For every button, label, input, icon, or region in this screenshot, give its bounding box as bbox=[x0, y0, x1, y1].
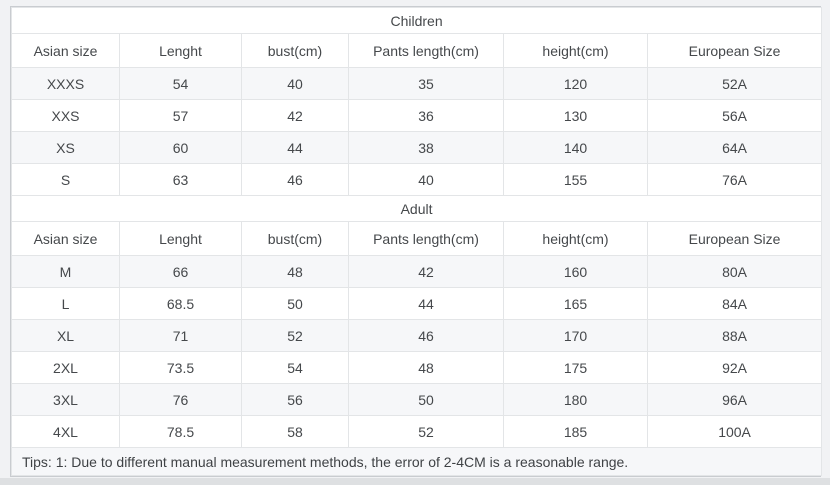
asian-size-cell: S bbox=[11, 163, 120, 196]
section-title-row: Adult bbox=[10, 195, 823, 222]
size-value-cell: 170 bbox=[503, 319, 648, 352]
column-header: European Size bbox=[646, 33, 823, 68]
size-value-cell: 42 bbox=[348, 255, 504, 288]
size-value-cell: 48 bbox=[241, 255, 349, 288]
size-value-cell: 44 bbox=[241, 131, 349, 164]
size-chart: Children Asian size Lenght bust(cm) Pants le… bbox=[10, 6, 823, 477]
table-row: XXXS 54 40 35 120 52A bbox=[11, 67, 823, 100]
size-value-cell: 50 bbox=[348, 383, 504, 416]
table-row: 4XL 78.5 58 52 185 100A bbox=[11, 415, 823, 448]
table-row: L 68.5 50 44 165 84A bbox=[11, 287, 823, 320]
size-value-cell: 57 bbox=[119, 99, 242, 132]
size-value-cell: 76 bbox=[119, 383, 242, 416]
size-value-cell: 71 bbox=[119, 319, 242, 352]
table-row: S 63 46 40 155 76A bbox=[11, 163, 823, 196]
size-value-cell: 120 bbox=[503, 67, 648, 100]
column-header: Lenght bbox=[119, 33, 242, 68]
table-row: XL 71 52 46 170 88A bbox=[11, 319, 823, 352]
size-value-cell: 38 bbox=[348, 131, 504, 164]
table-row: 2XL 73.5 54 48 175 92A bbox=[11, 351, 823, 384]
size-value-cell: 160 bbox=[503, 255, 648, 288]
size-value-cell: 40 bbox=[348, 163, 504, 196]
size-value-cell: 58 bbox=[241, 415, 349, 448]
size-value-cell: 165 bbox=[503, 287, 648, 320]
size-chart-body: Children Asian size Lenght bust(cm) Pants le… bbox=[10, 7, 823, 476]
asian-size-cell: 2XL bbox=[11, 351, 120, 384]
tips-note: Tips: 1: Due to different manual measure… bbox=[10, 447, 823, 476]
size-value-cell: 185 bbox=[503, 415, 648, 448]
asian-size-cell: 3XL bbox=[11, 383, 120, 416]
size-value-cell: 88A bbox=[646, 319, 823, 352]
size-value-cell: 140 bbox=[503, 131, 648, 164]
column-header: height(cm) bbox=[503, 33, 648, 68]
size-value-cell: 48 bbox=[348, 351, 504, 384]
asian-size-cell: XXS bbox=[11, 99, 120, 132]
asian-size-cell: M bbox=[11, 255, 120, 288]
column-header: European Size bbox=[646, 221, 823, 256]
asian-size-cell: XL bbox=[11, 319, 120, 352]
column-header: Asian size bbox=[11, 33, 120, 68]
tips-row: Tips: 1: Due to different manual measure… bbox=[10, 447, 823, 476]
column-header: Pants length(cm) bbox=[348, 33, 504, 68]
size-value-cell: 44 bbox=[348, 287, 504, 320]
size-value-cell: 175 bbox=[503, 351, 648, 384]
size-value-cell: 68.5 bbox=[119, 287, 242, 320]
size-value-cell: 80A bbox=[646, 255, 823, 288]
section-title: Children bbox=[10, 7, 823, 34]
size-value-cell: 84A bbox=[646, 287, 823, 320]
size-value-cell: 54 bbox=[241, 351, 349, 384]
column-header: Asian size bbox=[11, 221, 120, 256]
table-row: M 66 48 42 160 80A bbox=[11, 255, 823, 288]
size-value-cell: 46 bbox=[348, 319, 504, 352]
size-value-cell: 92A bbox=[646, 351, 823, 384]
size-value-cell: 64A bbox=[646, 131, 823, 164]
column-header-row: Asian size Lenght bust(cm) Pants length(cm)… bbox=[11, 33, 823, 68]
size-value-cell: 78.5 bbox=[119, 415, 242, 448]
size-value-cell: 40 bbox=[241, 67, 349, 100]
column-header: bust(cm) bbox=[241, 33, 349, 68]
column-header: bust(cm) bbox=[241, 221, 349, 256]
section-title: Adult bbox=[10, 195, 823, 222]
size-value-cell: 36 bbox=[348, 99, 504, 132]
size-value-cell: 42 bbox=[241, 99, 349, 132]
column-header-row: Asian size Lenght bust(cm) Pants length(cm)… bbox=[11, 221, 823, 256]
size-value-cell: 56 bbox=[241, 383, 349, 416]
column-header: height(cm) bbox=[503, 221, 648, 256]
asian-size-cell: L bbox=[11, 287, 120, 320]
asian-size-cell: XXXS bbox=[11, 67, 120, 100]
size-value-cell: 180 bbox=[503, 383, 648, 416]
column-header: Lenght bbox=[119, 221, 242, 256]
size-chart-table: Children Asian size Lenght bust(cm) Pants le… bbox=[10, 7, 823, 476]
size-value-cell: 52A bbox=[646, 67, 823, 100]
size-value-cell: 50 bbox=[241, 287, 349, 320]
size-value-cell: 73.5 bbox=[119, 351, 242, 384]
column-header: Pants length(cm) bbox=[348, 221, 504, 256]
size-value-cell: 35 bbox=[348, 67, 504, 100]
asian-size-cell: 4XL bbox=[11, 415, 120, 448]
size-value-cell: 46 bbox=[241, 163, 349, 196]
section-title-row: Children bbox=[10, 7, 823, 34]
asian-size-cell: XS bbox=[11, 131, 120, 164]
table-row: 3XL 76 56 50 180 96A bbox=[11, 383, 823, 416]
size-value-cell: 66 bbox=[119, 255, 242, 288]
size-value-cell: 76A bbox=[646, 163, 823, 196]
size-value-cell: 130 bbox=[503, 99, 648, 132]
size-value-cell: 155 bbox=[503, 163, 648, 196]
size-value-cell: 52 bbox=[241, 319, 349, 352]
size-value-cell: 54 bbox=[119, 67, 242, 100]
page-background-strip bbox=[0, 478, 830, 485]
table-row: XXS 57 42 36 130 56A bbox=[11, 99, 823, 132]
size-value-cell: 63 bbox=[119, 163, 242, 196]
size-value-cell: 100A bbox=[646, 415, 823, 448]
size-value-cell: 52 bbox=[348, 415, 504, 448]
size-value-cell: 96A bbox=[646, 383, 823, 416]
table-row: XS 60 44 38 140 64A bbox=[11, 131, 823, 164]
size-value-cell: 60 bbox=[119, 131, 242, 164]
size-value-cell: 56A bbox=[646, 99, 823, 132]
